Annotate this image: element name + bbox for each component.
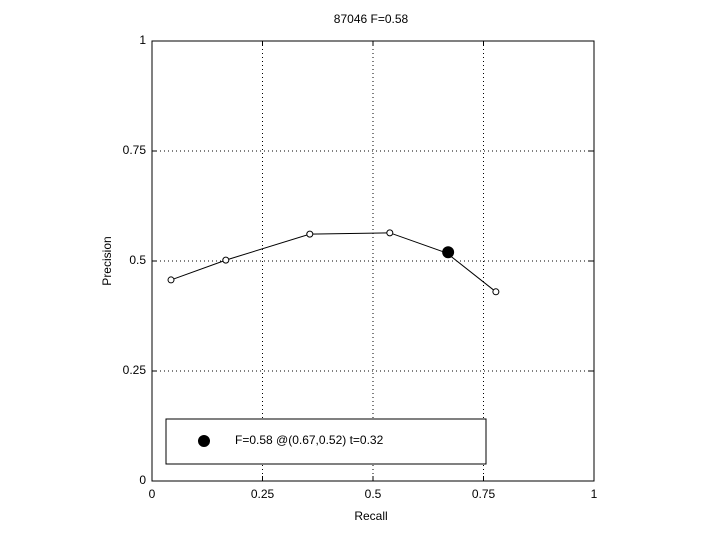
y-tick-label: 1	[139, 33, 146, 47]
legend-label: F=0.58 @(0.67,0.52) t=0.32	[235, 433, 384, 447]
point	[386, 229, 394, 237]
legend-marker	[198, 435, 210, 447]
point	[492, 288, 500, 296]
x-tick-label: 0.5	[365, 487, 382, 501]
y-tick-label: 0.75	[123, 143, 147, 157]
plot-frame	[151, 40, 595, 482]
y-tick-label: 0.5	[129, 253, 146, 267]
point	[306, 230, 314, 238]
series-line	[170, 232, 497, 293]
highlight-point	[442, 246, 455, 259]
x-tick-label: 0	[149, 487, 156, 501]
chart-title: 87046 F=0.58	[334, 12, 409, 26]
x-tick-label: 0.25	[251, 487, 275, 501]
legend-box	[165, 418, 487, 465]
x-tick-label: 1	[591, 487, 598, 501]
point	[167, 276, 175, 284]
y-axis-label: Precision	[100, 236, 114, 285]
point	[222, 256, 230, 264]
y-tick-label: 0	[139, 473, 146, 487]
x-tick-label: 0.75	[472, 487, 496, 501]
y-tick-label: 0.25	[123, 363, 147, 377]
x-axis-label: Recall	[354, 509, 387, 523]
